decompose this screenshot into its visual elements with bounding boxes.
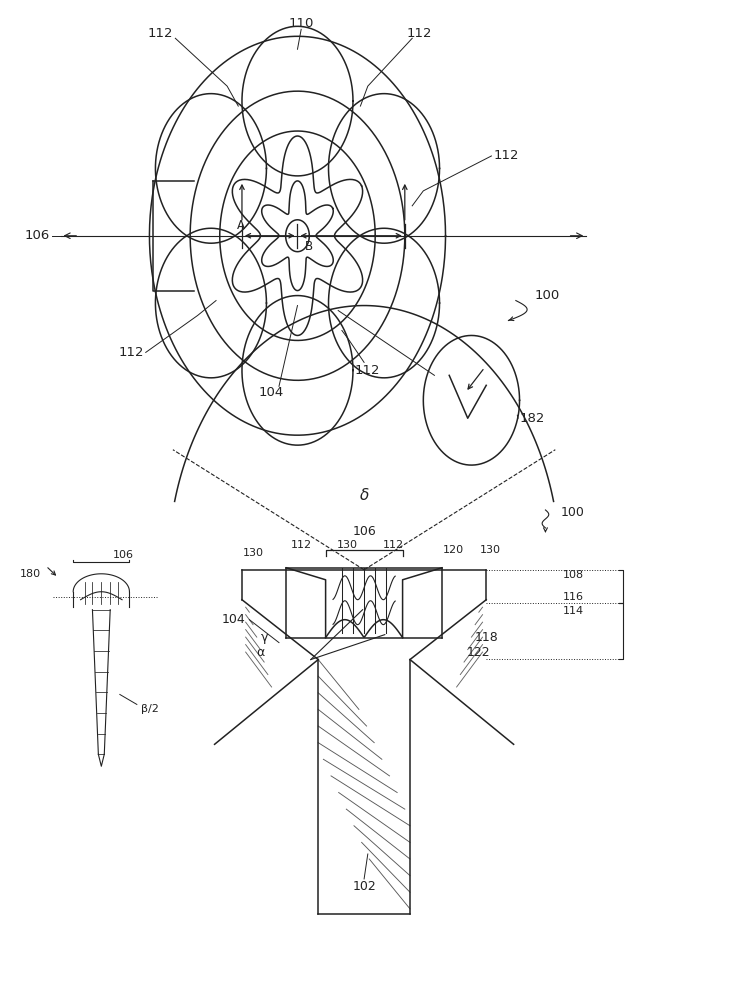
Text: 114: 114 xyxy=(562,606,583,616)
Text: 112: 112 xyxy=(383,540,404,550)
Text: β/2: β/2 xyxy=(140,704,158,714)
Text: α: α xyxy=(256,646,265,659)
Text: 106: 106 xyxy=(113,550,134,560)
Text: 104: 104 xyxy=(222,613,246,626)
Text: 110: 110 xyxy=(288,17,314,30)
Text: 100: 100 xyxy=(560,506,584,519)
Text: 112: 112 xyxy=(291,540,312,550)
Text: δ: δ xyxy=(360,488,369,503)
Text: 106: 106 xyxy=(25,229,50,242)
Text: 180: 180 xyxy=(20,569,41,579)
Text: 120: 120 xyxy=(442,545,464,555)
Text: 108: 108 xyxy=(562,570,583,580)
Text: 118: 118 xyxy=(475,631,499,644)
Text: 130: 130 xyxy=(337,540,358,550)
Text: 122: 122 xyxy=(467,646,490,659)
Text: 130: 130 xyxy=(242,548,264,558)
Text: 106: 106 xyxy=(352,525,376,538)
Text: 112: 112 xyxy=(355,364,380,377)
Text: 116: 116 xyxy=(562,592,583,602)
Text: γ: γ xyxy=(260,631,268,644)
Text: 130: 130 xyxy=(479,545,501,555)
Text: 104: 104 xyxy=(259,386,284,399)
Text: 112: 112 xyxy=(407,27,432,40)
Text: 182: 182 xyxy=(519,412,545,425)
Text: B: B xyxy=(305,240,313,253)
Text: 112: 112 xyxy=(148,27,173,40)
Text: 112: 112 xyxy=(118,346,143,359)
Text: A: A xyxy=(236,219,244,232)
Text: 102: 102 xyxy=(352,880,376,893)
Text: 100: 100 xyxy=(534,289,559,302)
Text: 112: 112 xyxy=(493,149,519,162)
